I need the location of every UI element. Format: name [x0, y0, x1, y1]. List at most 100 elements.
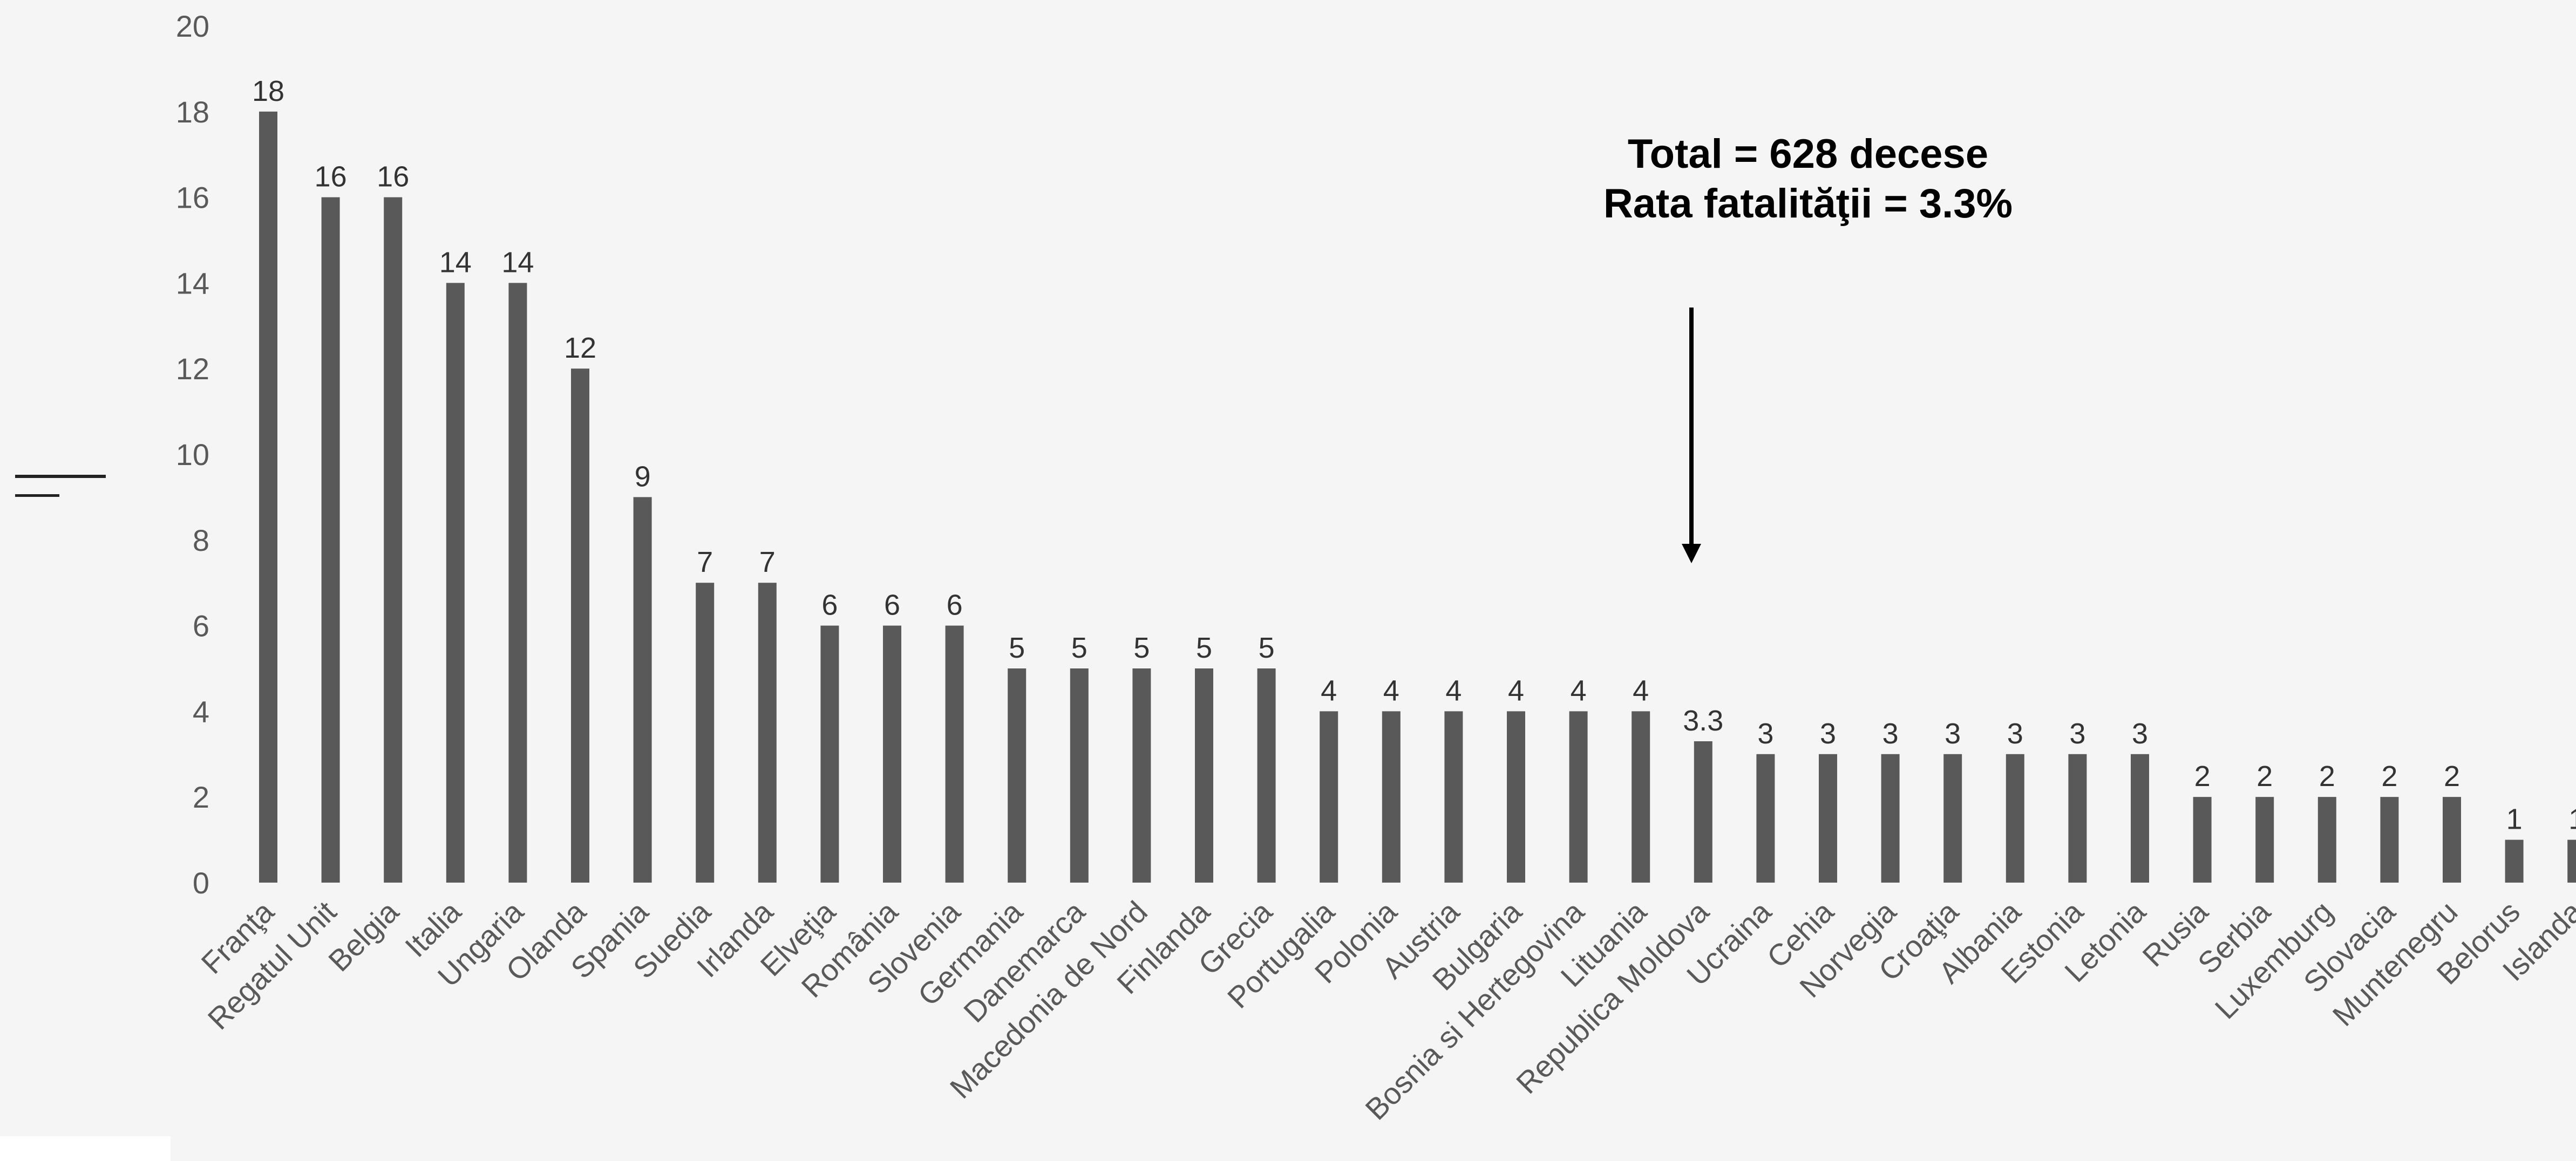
bar — [1444, 711, 1463, 883]
bar-value-label: 5 — [1259, 632, 1275, 664]
bar-value-label: 3 — [1820, 718, 1836, 750]
bar — [633, 497, 652, 883]
bar-value-label: 7 — [759, 546, 776, 578]
bar — [1382, 711, 1401, 883]
x-tick-label: Belgia — [322, 894, 405, 978]
bar — [2567, 839, 2576, 883]
bar — [2006, 754, 2024, 883]
bar-value-label: 5 — [1071, 632, 1088, 664]
bar-value-label: 3.3 — [1683, 705, 1723, 737]
chart-annotation: Total = 628 decese Rata fatalităţii = 3.… — [1511, 129, 2105, 229]
bar-value-label: 14 — [439, 246, 472, 278]
bar — [696, 583, 715, 883]
y-tick-label: 8 — [193, 523, 209, 557]
y-tick-label: 4 — [193, 694, 209, 728]
bar — [259, 111, 277, 883]
bar — [1632, 711, 1650, 883]
bar-value-label: 3 — [2069, 718, 2085, 750]
y-tick-label: 6 — [193, 609, 209, 643]
y-tick-label: 2 — [193, 780, 209, 814]
bar — [1320, 711, 1338, 883]
y-tick-label: 14 — [176, 266, 209, 300]
bar — [758, 583, 777, 883]
bar-value-label: 16 — [377, 161, 409, 193]
bar — [321, 197, 340, 883]
bar-value-label: 4 — [1633, 674, 1649, 707]
bar-value-label: 2 — [2381, 760, 2397, 793]
bar — [2131, 754, 2149, 883]
bar — [2443, 797, 2461, 883]
bar — [1070, 668, 1089, 883]
bar — [1132, 668, 1151, 883]
bar-value-label: 6 — [821, 589, 838, 622]
annotation-fatality-rate: Rata fatalităţii = 3.3% — [1603, 181, 2013, 227]
bar-value-label: 4 — [1445, 674, 1462, 707]
side-mark-line-short — [15, 494, 59, 497]
bar — [2380, 797, 2399, 883]
bar-value-label: 2 — [2444, 760, 2460, 793]
bar — [945, 625, 964, 883]
bar — [820, 625, 839, 883]
bar-value-label: 2 — [2194, 760, 2211, 793]
bar — [2255, 797, 2274, 883]
bar-value-label: 5 — [1196, 632, 1212, 664]
bar-value-label: 5 — [1009, 632, 1025, 664]
bar — [1881, 754, 1900, 883]
side-mark-line — [15, 475, 106, 478]
annotation-arrow — [1682, 308, 1701, 563]
bar-value-label: 1 — [2506, 803, 2523, 836]
bars — [259, 111, 2576, 883]
bar-value-label: 14 — [501, 246, 534, 278]
side-marks — [15, 475, 107, 507]
bar-value-label: 2 — [2256, 760, 2273, 793]
corner-patch — [0, 1136, 171, 1161]
bar — [571, 368, 589, 883]
bar-value-label: 4 — [1508, 674, 1524, 707]
bar-value-label: 4 — [1321, 674, 1337, 707]
bar-value-label: 4 — [1571, 674, 1587, 707]
bar — [2193, 797, 2212, 883]
bar — [883, 625, 901, 883]
bar-value-label: 3 — [1945, 718, 1961, 750]
bar-value-label: 1 — [2568, 803, 2576, 836]
y-tick-label: 10 — [176, 438, 209, 472]
y-axis: 0 2 4 6 8 10 12 14 16 18 20 — [176, 9, 209, 900]
bar-value-label: 3 — [1882, 718, 1899, 750]
bar-value-label: 9 — [635, 460, 651, 493]
bar — [1943, 754, 1962, 883]
bar — [384, 197, 403, 883]
bar — [446, 283, 465, 883]
bar-value-label: 3 — [2132, 718, 2148, 750]
bar-value-label: 12 — [564, 332, 596, 364]
y-tick-label: 20 — [176, 9, 209, 43]
bar — [1507, 711, 1525, 883]
bar — [1756, 754, 1775, 883]
bar-value-label: 16 — [315, 161, 347, 193]
bar — [1195, 668, 1213, 883]
bar — [508, 283, 527, 883]
bar — [2505, 839, 2524, 883]
bar-value-label: 6 — [947, 589, 963, 622]
bar-value-label: 7 — [697, 546, 713, 578]
bar — [1257, 668, 1276, 883]
bar-value-label: 6 — [884, 589, 900, 622]
bar-value-label: 3 — [2007, 718, 2023, 750]
bar — [1008, 668, 1027, 883]
bar-value-label: 4 — [1383, 674, 1399, 707]
y-tick-label: 12 — [176, 352, 209, 386]
bar — [2068, 754, 2087, 883]
bar-value-label: 5 — [1133, 632, 1150, 664]
annotation-total: Total = 628 decese — [1627, 131, 1989, 177]
y-tick-label: 18 — [176, 95, 209, 129]
bar — [1569, 711, 1588, 883]
y-tick-label: 16 — [176, 181, 209, 215]
bar-value-label: 2 — [2319, 760, 2335, 793]
bar-value-label: 18 — [252, 75, 284, 107]
bar — [2317, 797, 2336, 883]
bar — [1819, 754, 1837, 883]
y-tick-label: 0 — [193, 866, 209, 900]
bar-value-label: 3 — [1757, 718, 1773, 750]
